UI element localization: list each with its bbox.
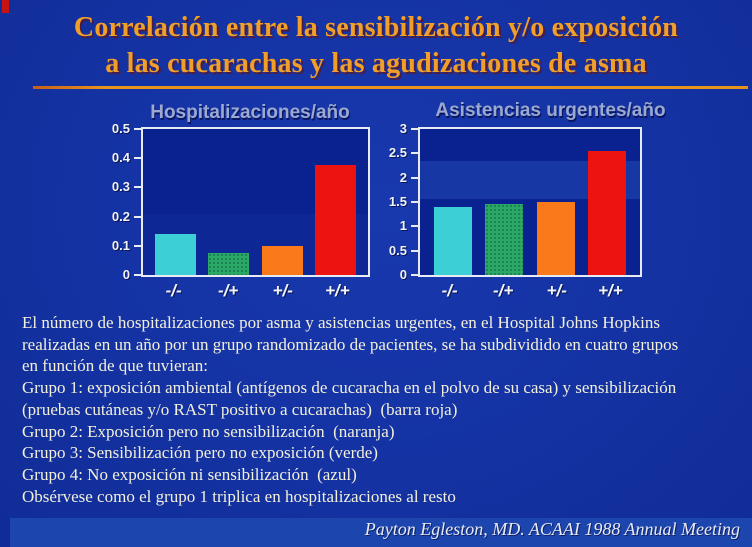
footer-band (10, 518, 752, 547)
slide-title-line-1: Correlación entre la sensibilización y/o… (73, 12, 679, 43)
y-tick-label: 3 (399, 121, 407, 136)
x-axis-labels: -/- -/+ +/- +/+ (418, 281, 642, 301)
bar-+/+ (314, 165, 356, 275)
body-line: El número de hospitalizaciones por asma … (22, 313, 660, 332)
slide-title-line-2: a las cucarachas y las agudizaciones de … (105, 48, 647, 79)
y-tick-mark (411, 249, 418, 252)
slide-corner-mark (2, 0, 9, 13)
y-tick-label: 0.3 (111, 179, 130, 195)
y-tick-mark (134, 215, 141, 218)
x-category-label: +/+ (325, 281, 350, 300)
y-tick-mark (134, 274, 141, 276)
y-tick-label: 2.5 (388, 145, 407, 161)
y-tick-mark (134, 186, 141, 189)
body-line: Obsérvese como el grupo 1 triplica en ho… (22, 486, 456, 506)
x-category-label: -/+ (218, 281, 239, 300)
y-tick-mark (411, 128, 418, 130)
y-tick-mark (411, 176, 418, 179)
bar-+/- (536, 202, 575, 275)
bar--/- (433, 207, 472, 275)
slide-title: Correlación entre la sensibilización y/o… (0, 10, 752, 82)
x-category-label: -/- (441, 281, 458, 300)
y-tick-mark (411, 225, 418, 228)
x-category-label: +/- (546, 281, 567, 300)
body-line: Grupo 2: Exposición pero no sensibilizac… (22, 421, 395, 441)
urgent-care-visits-per-year-chart: Asistencias urgentes/año 0 0.5 1 1.5 2 2.5 3 -… (378, 96, 690, 314)
body-text: El número de hospitalizaciones por asma … (22, 312, 748, 507)
y-tick-mark (134, 157, 141, 160)
y-tick-mark (411, 201, 418, 203)
body-line: Grupo 4: No exposición ni sensibilizació… (22, 464, 357, 484)
bar--/+ (485, 204, 524, 275)
y-tick-mark (134, 244, 141, 247)
y-tick-mark (411, 274, 418, 276)
chart-title: Hospitalizaciones/año (150, 102, 350, 123)
y-tick-mark (411, 152, 418, 155)
body-line: Grupo 1: exposición ambiental (antígenos… (22, 378, 677, 398)
plot-area (418, 127, 642, 277)
x-axis-labels: -/- -/+ +/- +/+ (141, 281, 370, 301)
x-category-label: +/- (272, 281, 293, 300)
body-line: (pruebas cutáneas y/o RAST positivo a cu… (22, 399, 458, 419)
y-tick-label: 0 (122, 267, 130, 282)
x-category-label: -/+ (493, 281, 514, 300)
y-tick-label: 0.2 (111, 208, 130, 224)
attribution: Payton Egleston, MD. ACAAI 1988 Annual M… (364, 519, 740, 539)
x-category-label: -/- (165, 281, 182, 300)
y-tick-label: 0.5 (388, 242, 407, 258)
bar-+/- (261, 246, 303, 275)
bar--/+ (208, 253, 250, 275)
y-tick-label: 0.4 (111, 150, 130, 166)
title-underline (33, 86, 748, 89)
body-line: en función de que tuvieran: (22, 356, 208, 376)
body-line: realizadas en un año por un grupo random… (22, 334, 679, 354)
hospitalizations-per-year-chart: Hospitalizaciones/año 0 0.1 0.2 0.3 0.4 0.5 -… (100, 100, 390, 314)
y-tick-mark (134, 128, 141, 130)
y-tick-label: 0.1 (111, 237, 130, 253)
bar--/- (155, 234, 197, 275)
x-category-label: +/+ (598, 281, 623, 300)
y-tick-label: 0 (399, 267, 407, 282)
y-tick-label: 1 (399, 218, 407, 234)
y-tick-label: 1.5 (388, 194, 407, 209)
bar-+/+ (588, 151, 627, 275)
body-line: Grupo 3: Sensibilización pero no exposic… (22, 443, 378, 463)
y-tick-label: 2 (399, 169, 407, 185)
plot-area (141, 127, 370, 277)
chart-title: Asistencias urgentes/año (435, 100, 666, 121)
